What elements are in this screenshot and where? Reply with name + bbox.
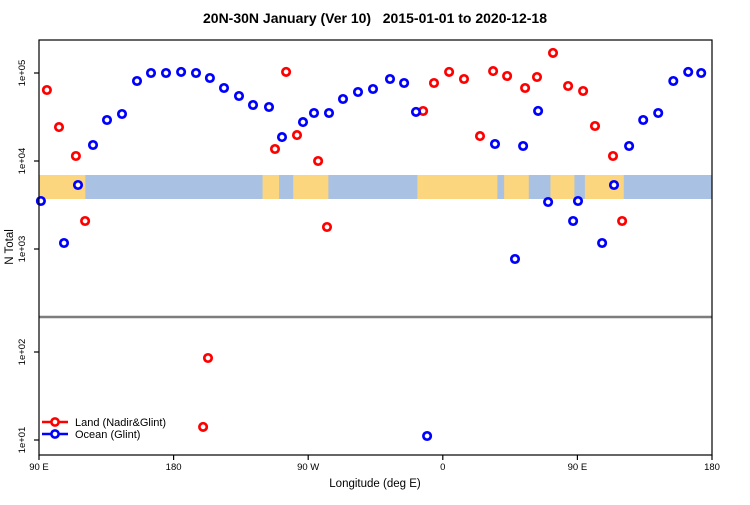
data-point-ocean — [543, 196, 554, 208]
y-axis-label: N Total — [4, 229, 16, 265]
data-point-ocean — [638, 114, 649, 126]
data-point-ocean — [116, 108, 128, 120]
data-point-ocean — [653, 107, 664, 119]
data-point-land — [520, 82, 531, 94]
x-tick-label: 90 W — [297, 462, 319, 473]
data-point-ocean — [160, 67, 172, 79]
legend-ocean-marker-icon — [50, 429, 60, 439]
x-tick-label: 180 — [704, 462, 720, 473]
data-point-land — [198, 421, 209, 432]
plot-border — [38, 39, 713, 456]
data-point-ocean — [384, 73, 396, 85]
data-point-ocean — [572, 195, 584, 207]
data-point-ocean — [489, 138, 501, 150]
data-point-ocean — [518, 140, 529, 152]
x-tick-label: 180 — [166, 462, 182, 473]
data-point-ocean — [509, 253, 521, 265]
data-point-ocean — [683, 66, 694, 77]
data-point-ocean — [131, 75, 143, 87]
data-point-land — [70, 150, 81, 162]
data-point-land — [444, 66, 455, 77]
data-point-ocean — [218, 82, 230, 94]
data-point-ocean — [597, 237, 608, 249]
data-point-ocean — [308, 107, 320, 119]
chart-title: 20N-30N January (Ver 10) 2015-01-01 to 2… — [203, 10, 547, 26]
map-band-land — [417, 175, 498, 199]
data-point-land — [607, 150, 619, 162]
data-point-land — [80, 215, 91, 227]
data-point-land — [563, 80, 574, 92]
data-point-ocean — [87, 139, 99, 151]
x-tick-label: 90 E — [29, 462, 49, 473]
data-point-ocean — [176, 66, 187, 77]
data-point-ocean — [101, 114, 113, 126]
data-point-land — [578, 85, 589, 97]
legend-land-marker-icon — [50, 417, 60, 427]
data-point-land — [458, 73, 470, 85]
data-point-land — [589, 120, 601, 132]
data-point-ocean — [608, 179, 620, 191]
data-point-ocean — [410, 106, 422, 117]
data-point-ocean — [190, 67, 202, 79]
data-point-ocean — [352, 86, 364, 98]
data-point-ocean — [533, 105, 544, 116]
data-point-land — [531, 71, 543, 83]
axis-layer: 90 E 180 90 W 0 90 E 180 1e+01 1e+02 1e+03 1e+04 1… — [17, 60, 720, 473]
x-tick-label: 90 E — [568, 462, 588, 473]
data-point-ocean — [696, 67, 707, 79]
data-point-ocean — [35, 195, 46, 207]
data-point-ocean — [276, 132, 288, 143]
legend-land-label: Land (Nadir&Glint) — [75, 417, 166, 429]
data-point-ocean — [668, 75, 679, 87]
x-tick-label: 0 — [440, 462, 445, 473]
x-axis-label: Longitude (deg E) — [329, 478, 421, 490]
data-point-ocean — [568, 215, 579, 227]
legend: Land (Nadir&Glint) Ocean (Glint) — [42, 417, 166, 441]
y-tick-label: 1e+04 — [17, 148, 28, 175]
data-point-land — [502, 70, 513, 82]
y-tick-label: 1e+02 — [17, 339, 28, 366]
data-point-land — [281, 66, 292, 77]
data-point-land — [41, 84, 52, 96]
data-point-ocean — [297, 117, 309, 128]
data-point-ocean — [72, 179, 84, 191]
data-point-land — [269, 143, 281, 155]
data-point-ocean — [263, 101, 275, 113]
data-point-ocean — [337, 93, 349, 105]
data-point-land — [488, 66, 499, 77]
map-band-land — [293, 175, 329, 199]
data-point-ocean — [367, 83, 379, 95]
data-point-land — [291, 130, 303, 141]
data-point-ocean — [323, 107, 335, 119]
data-point-land — [313, 155, 324, 167]
data-point-ocean — [624, 140, 635, 152]
map-band-land — [504, 175, 529, 199]
legend-ocean-label: Ocean (Glint) — [75, 429, 140, 441]
data-point-land — [474, 131, 486, 142]
data-point-land — [202, 352, 214, 364]
data-point-land — [53, 122, 65, 133]
data-point-ocean — [399, 77, 410, 89]
data-point-land — [617, 215, 628, 227]
y-tick-label: 1e+03 — [17, 236, 28, 263]
data-point-ocean — [58, 237, 70, 249]
data-point-ocean — [247, 99, 259, 111]
data-point-land — [547, 47, 559, 58]
y-tick-label: 1e+05 — [17, 60, 28, 87]
data-point-layer — [35, 47, 707, 442]
data-point-ocean — [204, 72, 215, 84]
data-point-ocean — [422, 430, 433, 442]
map-band-layer — [39, 175, 712, 199]
data-point-ocean — [233, 90, 245, 102]
data-point-land — [321, 221, 333, 233]
y-tick-label: 1e+01 — [17, 427, 28, 454]
data-point-land — [428, 77, 440, 89]
data-point-ocean — [145, 67, 157, 79]
map-band-land — [262, 175, 280, 199]
map-band-land — [550, 175, 575, 199]
